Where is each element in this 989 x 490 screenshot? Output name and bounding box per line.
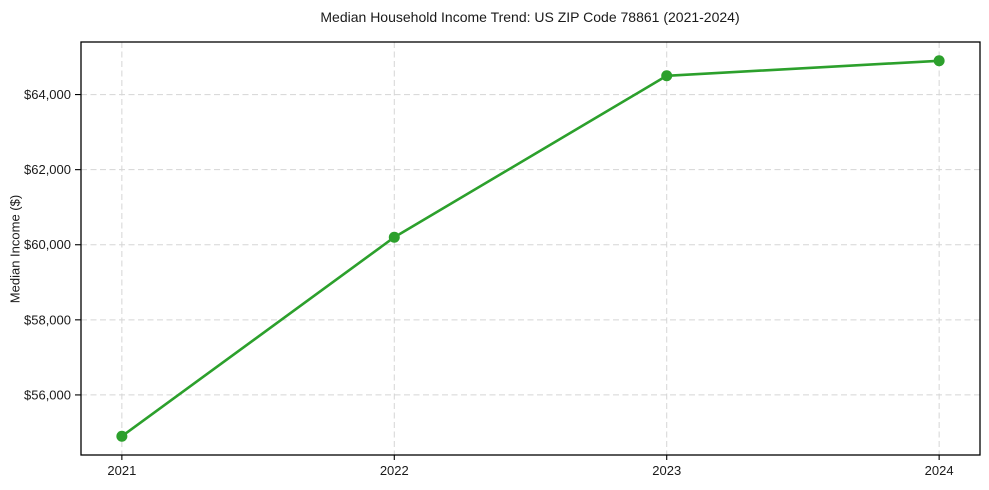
x-tick-label: 2022 bbox=[380, 463, 409, 478]
y-tick-label: $56,000 bbox=[24, 387, 71, 402]
data-point-2023 bbox=[661, 70, 673, 82]
income-trend-line bbox=[120, 59, 941, 438]
data-point-2022 bbox=[388, 231, 400, 243]
plot-frame bbox=[80, 41, 981, 456]
x-tick-label: 2024 bbox=[925, 463, 954, 478]
data-point-2021 bbox=[116, 430, 128, 442]
x-tick-label: 2023 bbox=[652, 463, 681, 478]
y-tick-label: $64,000 bbox=[24, 87, 71, 102]
chart-title: Median Household Income Trend: US ZIP Co… bbox=[320, 9, 740, 25]
y-tick-label: $62,000 bbox=[24, 162, 71, 177]
y-tick-label: $58,000 bbox=[24, 312, 71, 327]
x-tick-label: 2021 bbox=[107, 463, 136, 478]
y-tick-label: $60,000 bbox=[24, 237, 71, 252]
data-point-2024 bbox=[933, 55, 945, 67]
